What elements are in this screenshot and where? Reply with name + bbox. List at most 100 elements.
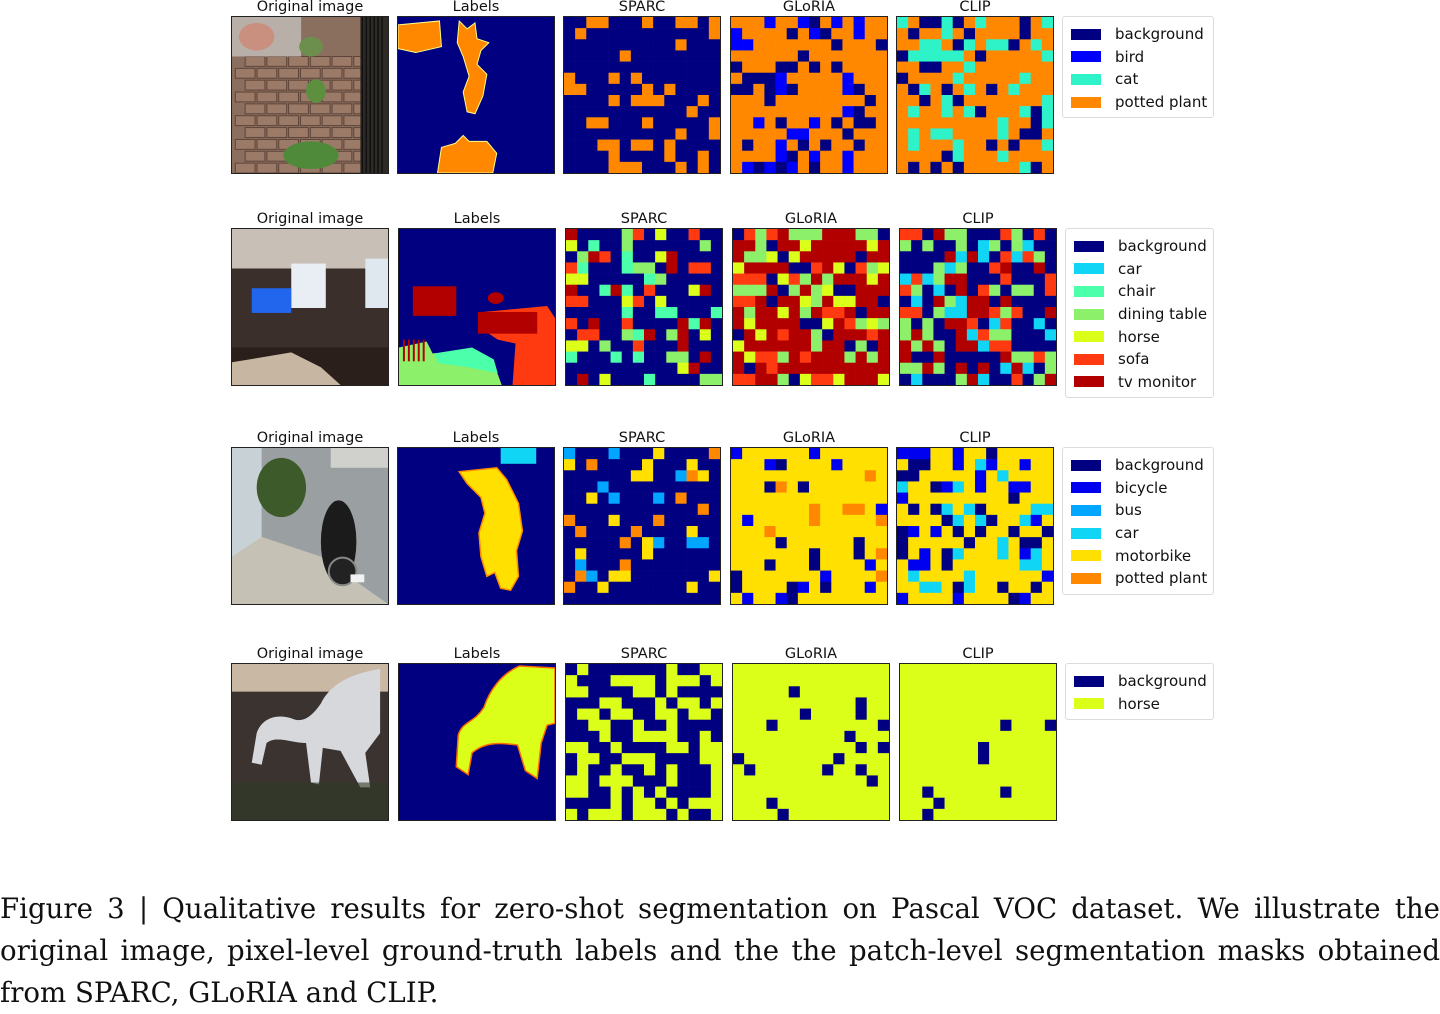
mask-patch [1011,262,1023,274]
mask-patch [877,273,889,286]
mask-patch [908,559,920,571]
mask-patch [597,592,609,604]
mask-patch [675,61,687,74]
mask-patch [900,351,912,364]
mask-patch [610,686,623,698]
mask-patch [599,753,611,765]
mask-patch [952,61,965,74]
mask-patch [744,262,756,274]
mask-patch [742,514,754,527]
mask-patch [688,262,701,274]
mask-patch [586,514,598,527]
mask-patch [1019,514,1032,527]
mask-patch [766,808,778,820]
mask-patch [1000,786,1012,799]
mask-patch [566,719,578,732]
mask-patch [577,273,589,286]
mask-patch [1019,459,1032,471]
mask-patch [1019,39,1032,51]
mask-patch [632,686,645,698]
mask-patch [900,340,912,352]
mask-patch [1000,730,1012,743]
mask-patch [811,251,823,263]
mask-patch [1011,675,1023,687]
mask-patch [922,675,934,687]
mask-patch [908,17,920,29]
mask-patch [786,581,799,594]
mask-patch [877,262,889,274]
mask-patch [975,72,987,85]
mask-patch [788,229,801,241]
mask-patch [788,686,801,698]
mask-patch [588,262,600,274]
mask-patch [941,592,954,604]
mask-patch [664,128,676,140]
mask-patch [944,797,957,810]
mask-patch [1000,340,1012,352]
mask-patch [675,139,687,152]
mask-patch [731,514,743,527]
mask-patch [608,526,621,538]
mask-patch [621,295,634,308]
mask-patch [822,797,834,810]
mask-patch [963,28,976,40]
mask-patch [575,503,587,516]
mask-patch [975,548,987,560]
mask-patch [822,742,834,754]
mask-patch [697,581,710,594]
mask-patch [922,229,934,241]
mask-patch [788,329,801,341]
legend: background horse [1065,663,1214,721]
mask-patch [919,570,931,583]
mask-patch [686,481,699,493]
mask-patch [1000,797,1012,810]
mask-patch [842,161,854,173]
mask-patch [653,50,665,62]
mask-patch [619,83,632,96]
mask-patch [833,786,845,799]
mask-patch [866,797,879,810]
mask-patch [644,340,656,352]
mask-patch [1044,240,1056,252]
mask-patch [644,318,656,330]
mask-patch [708,581,720,594]
mask-patch [786,72,799,85]
mask-patch [775,150,788,163]
sparc-mask [563,447,721,605]
mask-patch [786,548,799,560]
mask-patch [753,581,765,594]
mask-patch [853,17,866,29]
mask-patch [1044,307,1056,319]
mask-patch [809,526,821,538]
mask-patch [664,514,676,527]
mask-patch [864,592,877,604]
mask-patch [666,797,678,810]
mask-patch [963,514,976,527]
mask-patch [688,753,701,765]
mask-patch [588,318,600,330]
mask-patch [866,753,879,765]
mask-patch [944,786,957,799]
mask-patch [642,39,654,51]
mask-patch [599,808,611,820]
mask-patch [911,686,923,698]
mask-patch [989,362,1001,375]
mask-patch [733,262,745,274]
mask-patch [655,351,667,364]
mask-patch [575,448,587,460]
mask-patch [766,295,778,308]
mask-patch [866,697,879,709]
mask-patch [978,340,990,352]
mask-patch [586,28,598,40]
mask-patch [1019,526,1032,538]
mask-patch [675,526,687,538]
mask-patch [688,664,701,676]
mask-patch [599,664,611,676]
mask-patch [1019,492,1032,505]
mask-patch [922,708,934,721]
mask-patch [664,492,676,505]
mask-patch [708,503,720,516]
mask-patch [686,150,699,163]
mask-patch [864,559,877,571]
mask-patch [742,492,754,505]
